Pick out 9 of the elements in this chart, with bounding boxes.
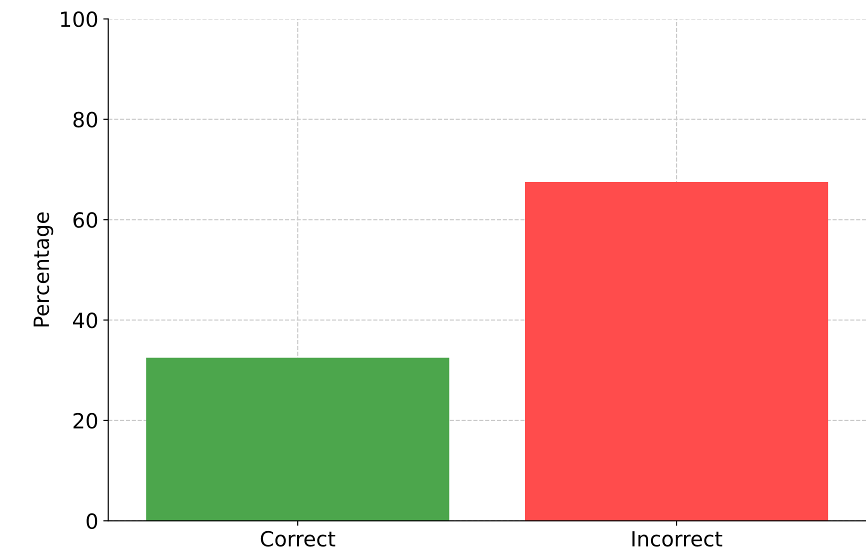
y-tick-label: 40 <box>73 312 98 328</box>
y-tick-label: 100 <box>61 11 98 28</box>
y-tick-label: 20 <box>74 412 98 429</box>
y-tick-label: 0 <box>86 513 98 530</box>
y-tick-label: 60 <box>73 212 98 228</box>
x-tick-label: Correct <box>260 530 336 547</box>
x-tick-label: Incorrect <box>632 531 722 547</box>
y-tick-label: 80 <box>73 112 98 128</box>
y-axis-title: Percentage <box>34 212 54 326</box>
